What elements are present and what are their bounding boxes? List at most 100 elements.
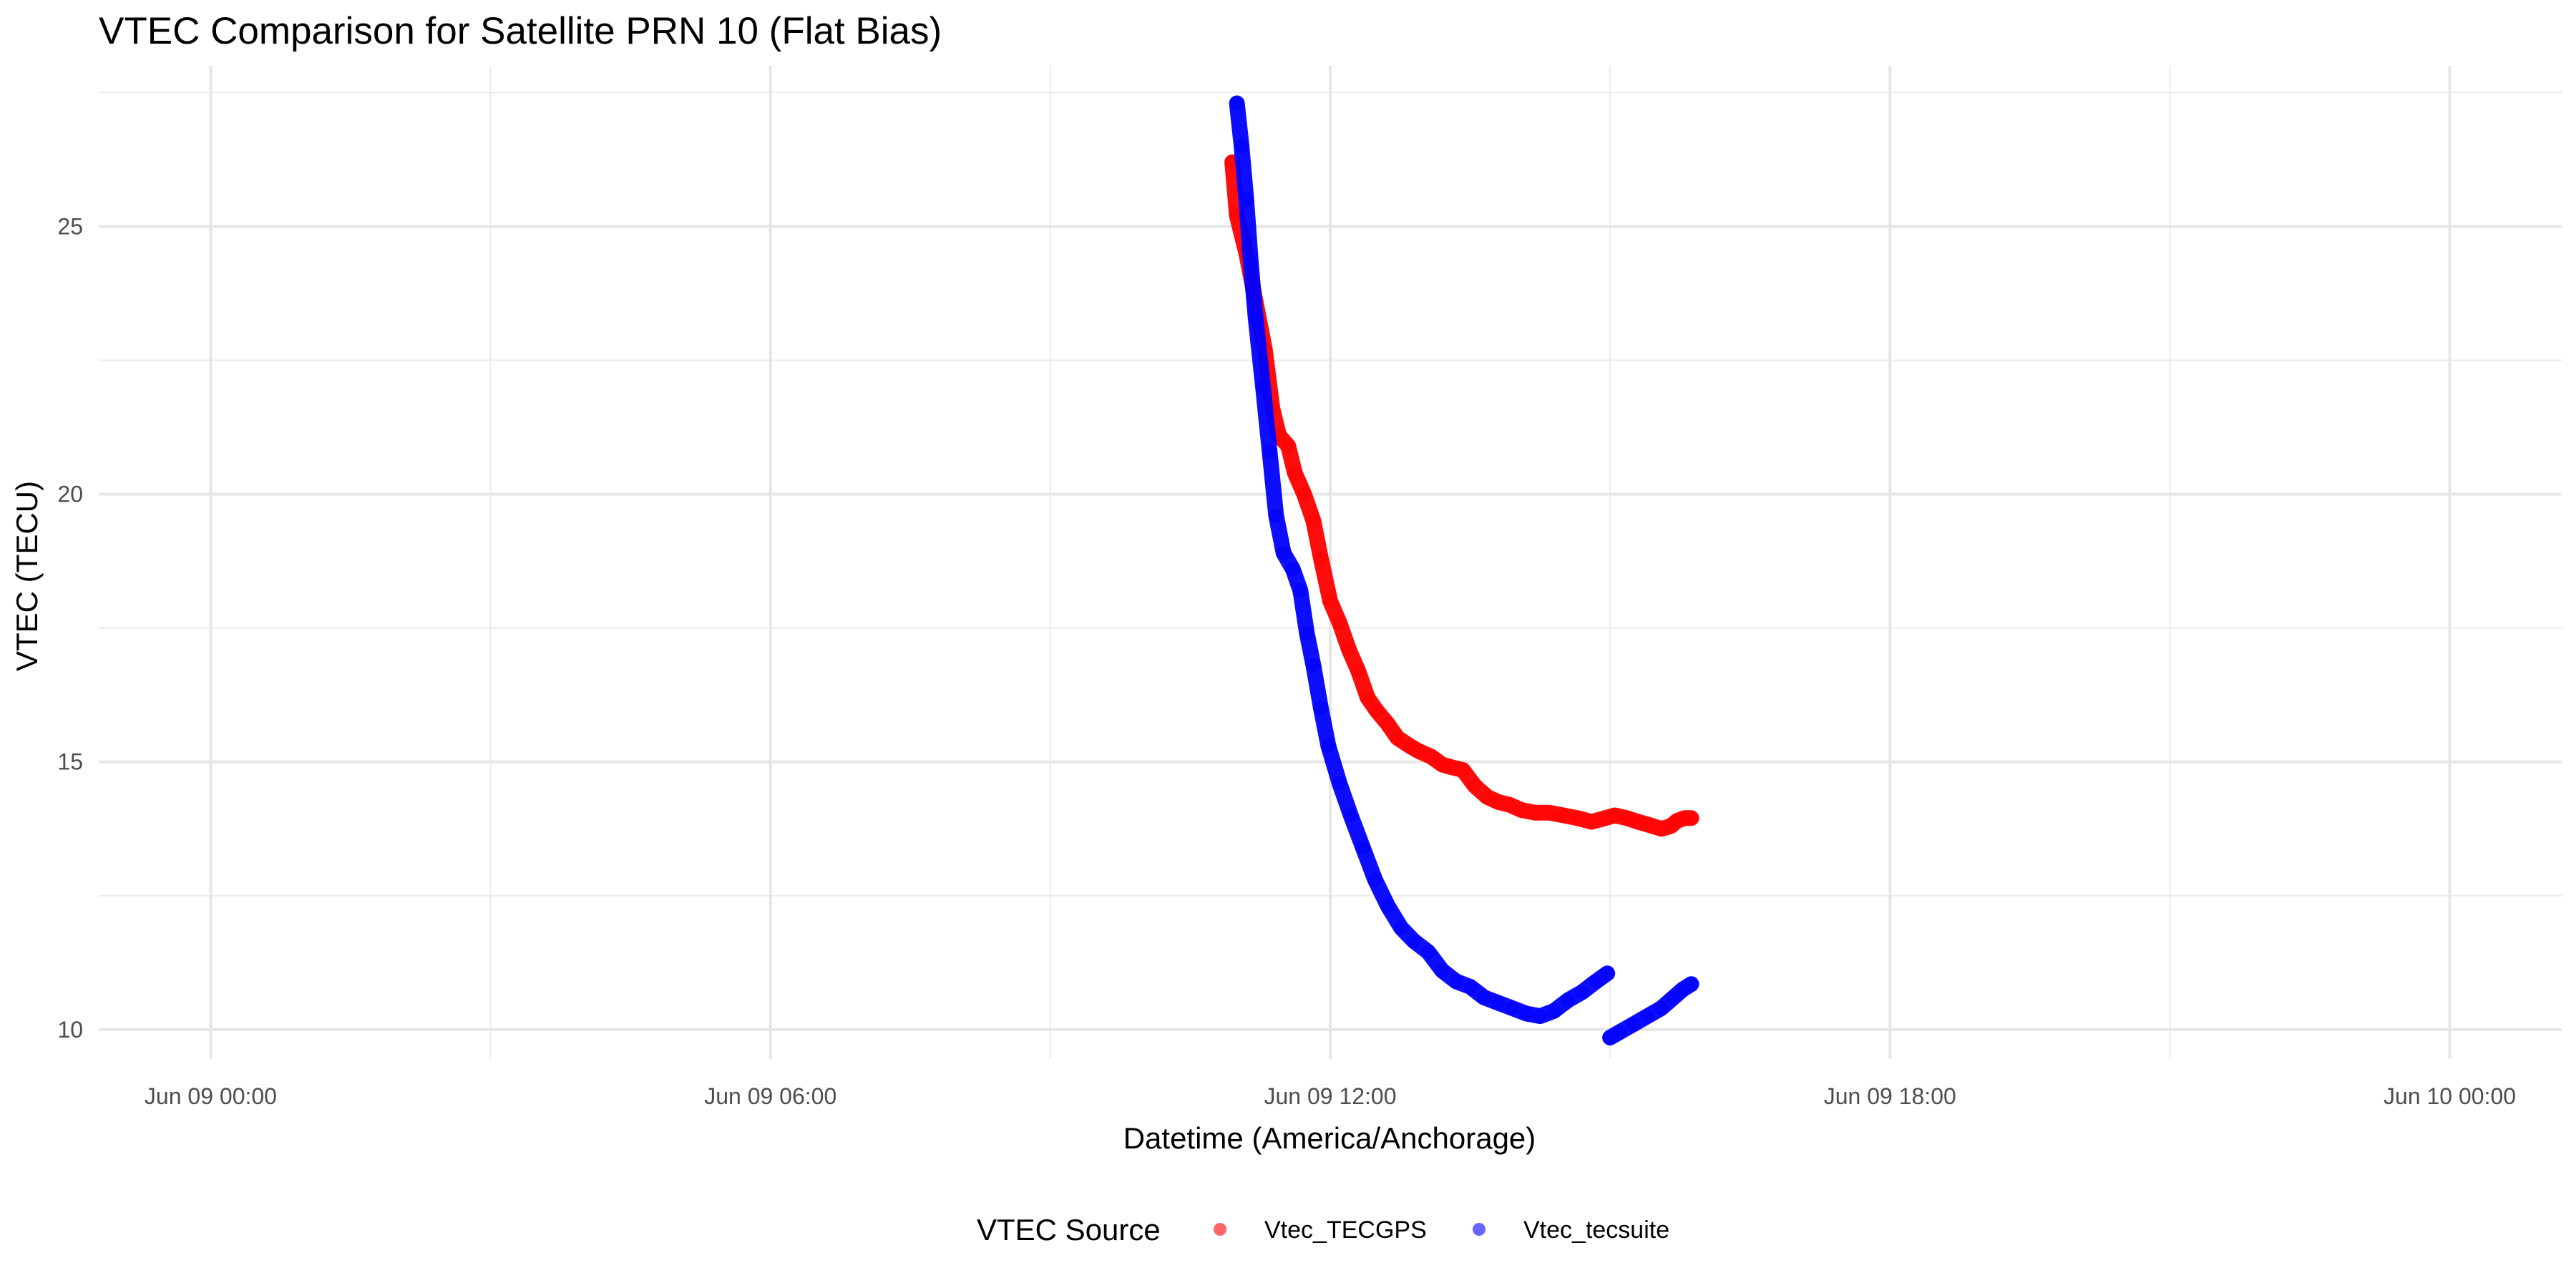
data-point xyxy=(1306,514,1321,528)
series-Vtec_tecsuite xyxy=(1229,95,1699,1046)
data-point xyxy=(1343,808,1358,823)
data-point xyxy=(1297,487,1312,502)
legend-title: VTEC Source xyxy=(977,1213,1161,1246)
data-point xyxy=(1360,690,1375,705)
x-tick-label: Jun 09 18:00 xyxy=(1824,1083,1956,1109)
data-point xyxy=(1666,990,1681,1005)
series-line xyxy=(1229,95,1616,1025)
data-point xyxy=(1463,980,1478,994)
series-Vtec_TECGPS xyxy=(1224,154,1699,837)
data-point xyxy=(1332,615,1347,630)
data-point xyxy=(1542,805,1557,820)
data-point xyxy=(1533,1009,1548,1024)
data-point xyxy=(1480,789,1494,804)
data-point xyxy=(1518,1006,1533,1021)
data-point xyxy=(1244,256,1259,271)
data-point xyxy=(1626,1017,1641,1032)
legend-label: Vtec_tecsuite xyxy=(1523,1216,1669,1244)
data-point xyxy=(1321,738,1336,753)
data-point xyxy=(1449,974,1463,989)
data-point xyxy=(1314,551,1328,566)
data-point xyxy=(1477,990,1492,1005)
data-point xyxy=(1234,139,1249,154)
x-axis-title: Datetime (America/Anchorage) xyxy=(1123,1121,1536,1155)
data-point xyxy=(1584,814,1599,829)
data-point xyxy=(1423,749,1438,764)
x-tick-label: Jun 09 06:00 xyxy=(704,1083,836,1109)
data-point xyxy=(1654,1000,1669,1015)
data-point xyxy=(1556,808,1571,823)
data-point xyxy=(1380,899,1395,914)
data-point xyxy=(1420,945,1435,960)
data-point xyxy=(1631,814,1646,829)
data-point xyxy=(1514,803,1529,818)
data-point xyxy=(1684,811,1699,826)
data-point xyxy=(1570,811,1585,826)
data-point xyxy=(1248,310,1263,325)
data-point xyxy=(1367,872,1382,887)
x-tick-label: Jun 09 12:00 xyxy=(1264,1083,1396,1109)
data-point xyxy=(1411,743,1426,758)
legend-label: Vtec_TECGPS xyxy=(1264,1216,1427,1244)
data-point xyxy=(1528,805,1543,820)
data-point xyxy=(1455,762,1470,777)
y-axis-ticks: 10 15 20 25 xyxy=(57,213,83,1042)
data-point xyxy=(1641,818,1657,832)
data-point xyxy=(1491,995,1506,1010)
data-point xyxy=(1600,966,1615,981)
data-point xyxy=(1355,840,1370,855)
data-point xyxy=(1293,583,1308,598)
data-point xyxy=(1306,658,1321,673)
data-point xyxy=(1640,1009,1655,1024)
data-point xyxy=(1287,465,1302,480)
data-point xyxy=(1505,1000,1520,1015)
data-point xyxy=(1269,508,1284,523)
y-axis-title: VTEC (TECU) xyxy=(10,481,44,671)
legend-items: Vtec_TECGPS Vtec_tecsuite xyxy=(1214,1216,1669,1244)
data-point xyxy=(1684,977,1699,992)
y-tick-label: 25 xyxy=(57,213,83,239)
data-point xyxy=(1276,545,1291,560)
data-point xyxy=(1256,379,1271,394)
data-point xyxy=(1323,594,1337,609)
grid-lines xyxy=(99,66,2562,1059)
x-tick-label: Jun 09 00:00 xyxy=(145,1083,277,1109)
chart-title: VTEC Comparison for Satellite PRN 10 (Fl… xyxy=(99,10,942,52)
data-point xyxy=(1351,663,1366,678)
data-point xyxy=(1229,96,1244,111)
data-point xyxy=(1468,779,1483,794)
data-point xyxy=(1444,760,1459,775)
data-point xyxy=(1612,1025,1627,1040)
data-point xyxy=(1435,963,1450,978)
legend-key xyxy=(1214,1223,1226,1236)
data-point xyxy=(1262,444,1277,459)
y-tick-label: 15 xyxy=(57,749,83,775)
data-point xyxy=(1575,985,1589,1000)
data-point xyxy=(1407,934,1422,949)
data-point xyxy=(1607,808,1622,823)
data-point xyxy=(1370,703,1385,718)
data-point xyxy=(1390,731,1405,746)
data-point xyxy=(1589,974,1604,989)
data-point xyxy=(1502,797,1517,812)
series-layer xyxy=(1224,95,1699,1046)
data-point xyxy=(1342,642,1357,657)
data-point xyxy=(1546,1003,1561,1018)
data-point xyxy=(1380,717,1395,732)
data-point xyxy=(1281,439,1296,454)
data-point xyxy=(1394,920,1409,935)
data-point xyxy=(1491,794,1506,809)
legend: VTEC Source Vtec_TECGPS Vtec_tecsuite xyxy=(977,1213,1669,1246)
data-point xyxy=(1299,626,1314,641)
data-point xyxy=(1314,701,1328,716)
data-point xyxy=(1285,562,1300,577)
data-point xyxy=(1619,811,1634,826)
x-axis-ticks: Jun 09 00:00 Jun 09 06:00 Jun 09 12:00 Jun … xyxy=(145,1083,2516,1109)
data-point xyxy=(1332,776,1347,791)
legend-key xyxy=(1473,1223,1485,1236)
y-tick-label: 10 xyxy=(57,1017,83,1043)
x-tick-label: Jun 10 00:00 xyxy=(2384,1083,2516,1109)
y-tick-label: 20 xyxy=(57,482,83,507)
data-point xyxy=(1239,192,1254,208)
